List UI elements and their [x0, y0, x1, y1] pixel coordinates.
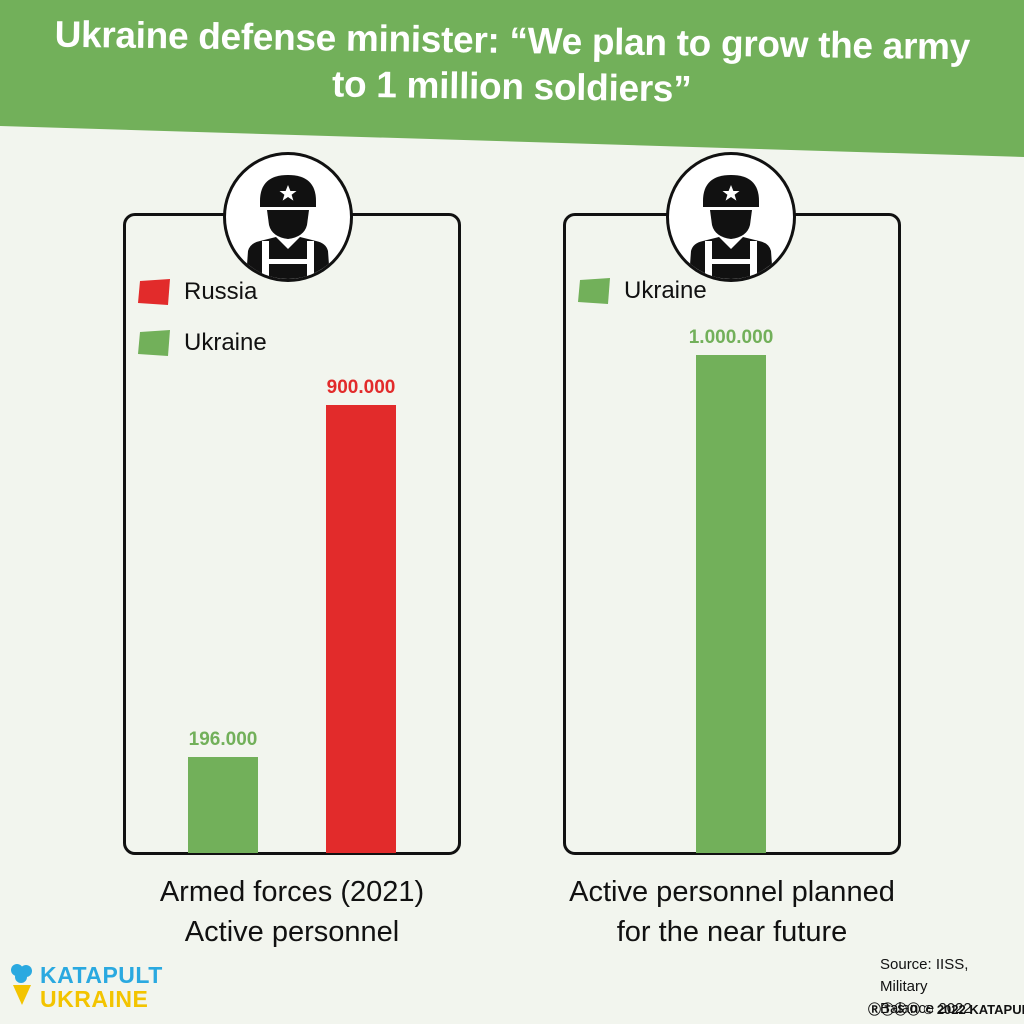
katapult-ukraine-logo: KATAPULT UKRAINE	[10, 963, 163, 1011]
caption-line: Active personnel	[184, 916, 400, 948]
legend-item-ukraine: Ukraine	[138, 329, 267, 357]
bar-russia-0	[326, 405, 396, 853]
caption-line: Armed forces (2021)	[159, 876, 425, 908]
caption-planned-personnel: Active personnel planned for the near fu…	[563, 872, 901, 952]
license-icons: ⓇⓉⓈⓄ	[868, 1002, 924, 1017]
logo-line1: KATAPULT	[40, 962, 163, 988]
legend-label-ukraine-planned: Ukraine	[624, 277, 707, 304]
legend-item-russia: Russia	[138, 278, 257, 306]
chart-panel-armed-forces-2021	[123, 213, 461, 855]
value-label-ukraine-1: 1.000.000	[689, 327, 774, 348]
legend-swatch-ukraine-planned	[578, 278, 610, 304]
source-line: Source: IISS, Military	[880, 956, 969, 995]
copyright-note: ⓇⓉⓈⓄ © 2022 KATAPULT	[868, 999, 1024, 1018]
source-line: Balance 2022	[880, 1000, 972, 1017]
soldier-icon	[223, 152, 353, 282]
katapult-cone-icon	[11, 964, 32, 1005]
copyright-text: © 2022 KATAPULT	[923, 1002, 1024, 1017]
bar-ukraine-1	[696, 355, 766, 853]
bar-ukraine-0	[188, 757, 258, 853]
caption-line: for the near future	[616, 916, 848, 948]
source-note: Source: IISS, Military Balance 2022	[880, 954, 1020, 1020]
legend-label-ukraine: Ukraine	[184, 329, 267, 356]
caption-line: Active personnel planned	[569, 876, 895, 908]
legend-label-russia: Russia	[184, 278, 258, 305]
value-label-ukraine-0: 196.000	[189, 729, 258, 750]
logo-line2: UKRAINE	[40, 986, 149, 1012]
legend-item-ukraine-planned: Ukraine	[578, 277, 707, 305]
soldier-icon	[666, 152, 796, 282]
legend-swatch-russia	[138, 279, 170, 305]
caption-armed-forces-2021: Armed forces (2021) Active personnel	[123, 872, 461, 952]
legend-swatch-ukraine	[138, 330, 170, 356]
title-banner	[0, 0, 1024, 157]
value-label-russia-0: 900.000	[327, 377, 396, 398]
